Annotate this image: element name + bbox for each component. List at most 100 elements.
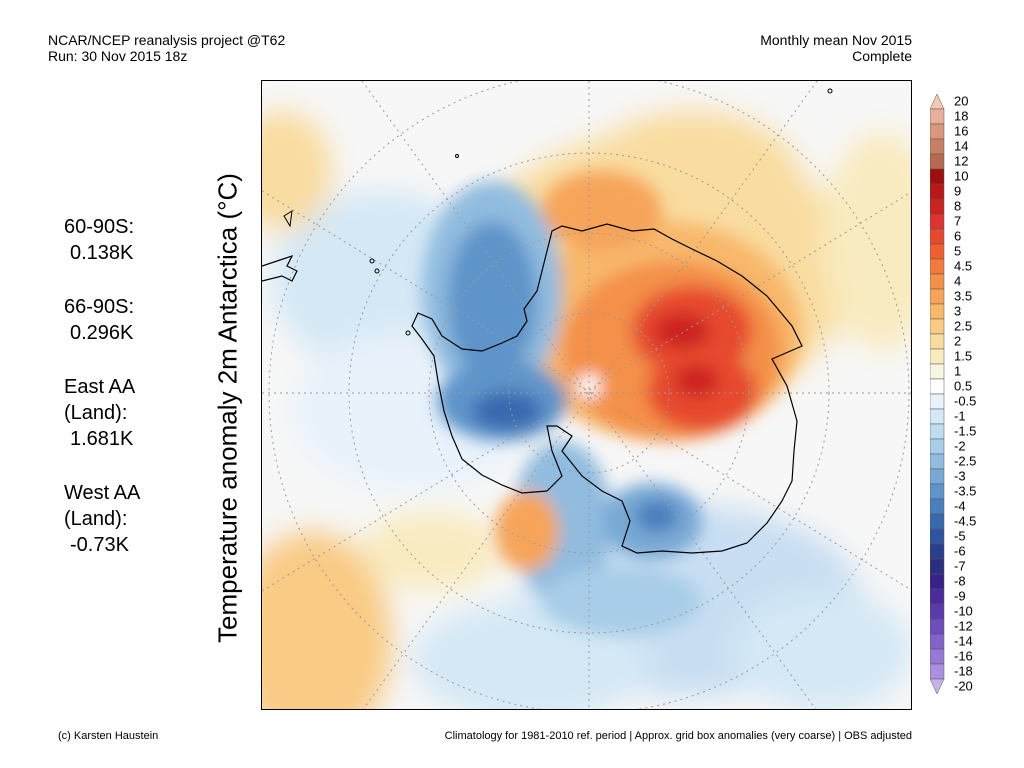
stat-value: -0.73K	[70, 534, 129, 556]
colorbar-tick-label: 7	[954, 214, 961, 229]
project-title: NCAR/NCEP reanalysis project @T62	[48, 32, 286, 48]
colorbar-svg: 201816141210987654.543.532.521.510.5-0.5…	[930, 93, 976, 695]
colorbar: 20 18 16 14 12 10 9 8 7 6 5 4.5 4 3.5 3 2.5 2 1.5 1 0.5 -0.5…	[930, 88, 1022, 700]
header-right: Monthly mean Nov 2015 Complete	[760, 32, 912, 64]
colorbar-tick-label: -2.5	[954, 454, 976, 469]
colorbar-swatch	[930, 213, 945, 230]
stat-label: 66-90S:	[64, 296, 135, 318]
colorbar-tick-label: -7	[954, 559, 966, 574]
stat-west-aa-land: West AA (Land): -0.73K	[64, 480, 184, 558]
header-left: NCAR/NCEP reanalysis project @T62 Run: 3…	[48, 32, 285, 64]
colorbar-tick-label: -14	[954, 634, 973, 649]
colorbar-tick-label: 10	[954, 169, 968, 184]
colorbar-tick-label: 6	[954, 229, 961, 244]
colorbar-swatch	[930, 468, 945, 485]
colorbar-tick-label: -20	[954, 679, 973, 694]
stat-value: 0.296K	[70, 322, 134, 344]
colorbar-swatch	[930, 123, 945, 140]
colorbar-tick-label: 20	[954, 94, 968, 109]
colorbar-tick-label: 12	[954, 154, 968, 169]
stat-label: West AA (Land):	[64, 482, 141, 530]
colorbar-swatch	[930, 363, 945, 380]
colorbar-tick-label: -4.5	[954, 514, 976, 529]
colorbar-tick-label: 0.5	[954, 379, 972, 394]
colorbar-tick-label: -1.5	[954, 424, 976, 439]
stat-60-90s: 60-90S: 0.138K	[64, 214, 184, 266]
map-svg	[262, 81, 911, 709]
colorbar-swatch	[930, 303, 945, 320]
colorbar-swatch	[930, 588, 945, 605]
colorbar-tick-label: -0.5	[954, 394, 976, 409]
colorbar-tick-label: 8	[954, 199, 961, 214]
colorbar-swatch	[930, 183, 945, 200]
colorbar-swatch	[930, 318, 945, 335]
colorbar-tick-label: 3.5	[954, 289, 972, 304]
colorbar-swatch	[930, 408, 945, 425]
colorbar-swatch	[930, 393, 945, 410]
colorbar-swatch	[930, 618, 945, 635]
stat-label: 60-90S:	[64, 216, 135, 238]
colorbar-swatch	[930, 258, 945, 275]
colorbar-tick-label: 1.5	[954, 349, 972, 364]
colorbar-swatch	[930, 483, 945, 500]
islands	[283, 88, 833, 336]
colorbar-tick-label: -5	[954, 529, 966, 544]
colorbar-tick-label: -16	[954, 649, 973, 664]
graticule	[262, 81, 911, 709]
region-stats: 60-90S: 0.138K 66-90S: 0.296K East AA (L…	[64, 214, 184, 586]
colorbar-swatch	[930, 498, 945, 515]
colorbar-swatch	[930, 513, 945, 530]
colorbar-swatch	[930, 573, 945, 590]
stat-value: 1.681K	[70, 428, 134, 450]
stat-label: East AA (Land):	[64, 376, 136, 424]
colorbar-swatch	[930, 93, 945, 110]
colorbar-tick-label: 4.5	[954, 259, 972, 274]
colorbar-swatch	[930, 633, 945, 650]
colorbar-tick-label: 4	[954, 274, 961, 289]
colorbar-tick-label: -12	[954, 619, 973, 634]
colorbar-swatch	[930, 453, 945, 470]
colorbar-swatch	[930, 603, 945, 620]
stat-66-90s: 66-90S: 0.296K	[64, 294, 184, 346]
colorbar-swatch	[930, 228, 945, 245]
colorbar-tick-label: -1	[954, 409, 966, 424]
colorbar-swatch	[930, 438, 945, 455]
colorbar-swatch	[930, 168, 945, 185]
colorbar-swatch	[930, 378, 945, 395]
colorbar-tick-label: 9	[954, 184, 961, 199]
footnote: Climatology for 1981-2010 ref. period | …	[444, 730, 912, 742]
colorbar-tick-label: 1	[954, 364, 961, 379]
colorbar-swatch	[930, 648, 945, 665]
colorbar-swatch	[930, 243, 945, 260]
copyright: (c) Karsten Haustein	[58, 730, 159, 742]
colorbar-swatch	[930, 528, 945, 545]
colorbar-swatch	[930, 348, 945, 365]
colorbar-swatch	[930, 138, 945, 155]
colorbar-tick-label: 5	[954, 244, 961, 259]
colorbar-tick-label: 18	[954, 109, 968, 124]
colorbar-tick-label: -10	[954, 604, 973, 619]
colorbar-tick-label: -3.5	[954, 484, 976, 499]
colorbar-tick-label: -9	[954, 589, 966, 604]
colorbar-swatch	[930, 558, 945, 575]
colorbar-tick-label: -2	[954, 439, 966, 454]
antarctica-coastline	[411, 223, 803, 554]
colorbar-tick-label: 2.5	[954, 319, 972, 334]
colorbar-tick-label: 3	[954, 304, 961, 319]
colorbar-tick-label: -8	[954, 574, 966, 589]
colorbar-swatch	[930, 273, 945, 290]
colorbar-swatch	[930, 423, 945, 440]
colorbar-tick-label: 14	[954, 139, 968, 154]
stat-value: 0.138K	[70, 242, 134, 264]
stat-east-aa-land: East AA (Land): 1.681K	[64, 374, 184, 452]
period-title: Monthly mean Nov 2015	[760, 32, 912, 48]
colorbar-tick-label: 2	[954, 334, 961, 349]
colorbar-swatch	[930, 153, 945, 170]
colorbar-swatch	[930, 543, 945, 560]
colorbar-tick-label: -18	[954, 664, 973, 679]
colorbar-swatch	[930, 288, 945, 305]
y-axis-label: Temperature anomaly 2m Antarctica (°C)	[212, 173, 243, 643]
colorbar-swatch	[930, 198, 945, 215]
colorbar-swatch	[930, 333, 945, 350]
colorbar-tick-label: -3	[954, 469, 966, 484]
